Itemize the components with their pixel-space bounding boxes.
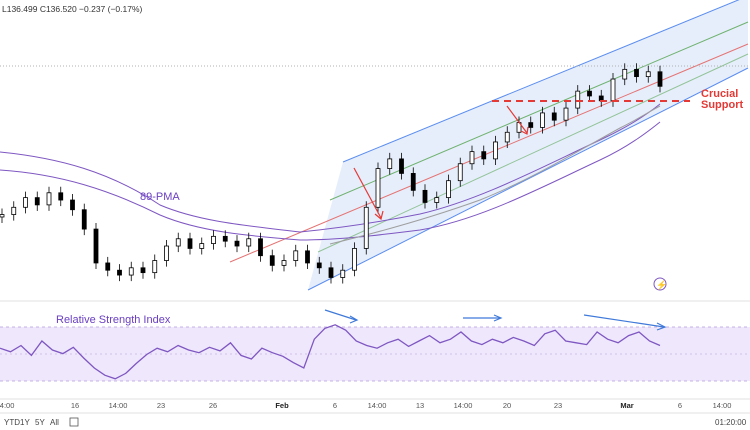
candle-body (246, 238, 252, 247)
lightning-icon[interactable]: ⚡ (656, 279, 667, 291)
candle-body (504, 131, 510, 143)
candle-body (187, 238, 193, 249)
candle-body (23, 197, 28, 208)
candle-body (363, 206, 369, 249)
candle-body (128, 267, 134, 276)
ohlc-readout: L136.499 C136.520 −0.237 (−0.17%) (2, 4, 143, 14)
x-tick-label: 13 (416, 401, 424, 410)
candle-body (481, 151, 487, 160)
x-tick-label: Mar (620, 401, 633, 410)
candle-body (293, 250, 299, 261)
candle-body (634, 68, 639, 78)
candle-body (11, 206, 17, 215)
candle-body (258, 238, 263, 257)
candle-body (563, 107, 569, 121)
range-button-all[interactable]: All (50, 418, 59, 427)
candle-body (46, 192, 52, 206)
candle-body (610, 78, 616, 102)
support-label-line-2: Support (701, 99, 743, 111)
candle-body (70, 199, 75, 211)
support-label-line-1: Crucial (701, 88, 738, 100)
candle-body (422, 189, 428, 203)
candle-body (551, 112, 557, 121)
candle-body (211, 235, 216, 244)
range-button-5y[interactable]: 5Y (35, 418, 45, 427)
pma-label: 89-PMA (140, 191, 180, 203)
ma-grey-line (329, 105, 661, 245)
candle-body (540, 112, 545, 128)
candle-body (410, 173, 416, 191)
candle-body (152, 260, 158, 274)
candle-body (175, 238, 181, 247)
x-tick-label: Feb (275, 401, 289, 410)
pma-lower-line (0, 121, 661, 241)
candle-body (399, 158, 404, 174)
candle-body (387, 158, 393, 169)
candle-body (340, 269, 346, 278)
x-tick-label: 14:00 (0, 401, 14, 410)
candle-body (269, 255, 275, 266)
candle-body (469, 151, 475, 165)
range-selector: YTD 1Y 5Y All (4, 418, 59, 427)
rsi-divergence-arrows (324, 309, 667, 331)
candle-body (199, 243, 205, 249)
candle-body (457, 163, 463, 182)
candle-body (528, 122, 534, 128)
calendar-icon[interactable] (69, 417, 79, 427)
regression-channel-fill (308, 0, 748, 290)
clock-readout: 01:20:00 (715, 418, 747, 427)
candle-body (622, 68, 628, 80)
candle-body (281, 260, 287, 266)
candle-body (105, 262, 111, 271)
rsi-label: Relative Strength Index (56, 314, 171, 326)
candle-body (222, 235, 228, 242)
candle-body (493, 141, 498, 160)
candle-body (645, 71, 651, 78)
x-tick-label: 16 (71, 401, 79, 410)
x-tick-label: 20 (503, 401, 511, 410)
candle-body (434, 197, 440, 203)
candle-body (140, 267, 146, 274)
candle-body (305, 250, 310, 264)
candle-body (328, 267, 334, 278)
candle-body (575, 90, 581, 109)
x-axis-ticks: 14:00 16 14:00 23 26 Feb 6 14:00 13 14:00 20 23 Mar 6… (0, 401, 731, 410)
candle-body (587, 90, 592, 97)
x-tick-label: 26 (209, 401, 217, 410)
range-button-ytd[interactable]: YTD (4, 418, 20, 427)
range-button-1y[interactable]: 1Y (20, 418, 30, 427)
candle-body (446, 180, 451, 199)
x-tick-label: 14:00 (368, 401, 387, 410)
candle-body (0, 214, 5, 218)
candle-body (375, 168, 381, 208)
x-tick-label: 23 (554, 401, 562, 410)
x-tick-label: 6 (333, 401, 337, 410)
pma-upper-line (0, 103, 661, 233)
rsi-line (0, 324, 661, 380)
channel-upper-line (342, 0, 740, 163)
channel-lower-line (307, 67, 749, 291)
x-tick-label: 14:00 (109, 401, 128, 410)
candle-body (34, 197, 40, 206)
candle-body (164, 245, 169, 261)
annotation-arrows (353, 105, 529, 221)
channel-median-line (229, 43, 749, 263)
candle-body (352, 248, 357, 271)
candle-body (58, 192, 64, 201)
x-tick-label: 23 (157, 401, 165, 410)
candle-body (234, 240, 240, 247)
x-tick-label: 14:00 (713, 401, 732, 410)
candle-body (117, 269, 122, 276)
x-tick-label: 14:00 (454, 401, 473, 410)
x-tick-label: 6 (678, 401, 682, 410)
channel-lower-mid-line (317, 53, 749, 253)
indicator-icon-ring[interactable] (653, 277, 667, 291)
candle-body (81, 209, 87, 230)
candle-body (93, 228, 99, 264)
candle-body (657, 71, 663, 87)
candle-body (316, 262, 322, 269)
